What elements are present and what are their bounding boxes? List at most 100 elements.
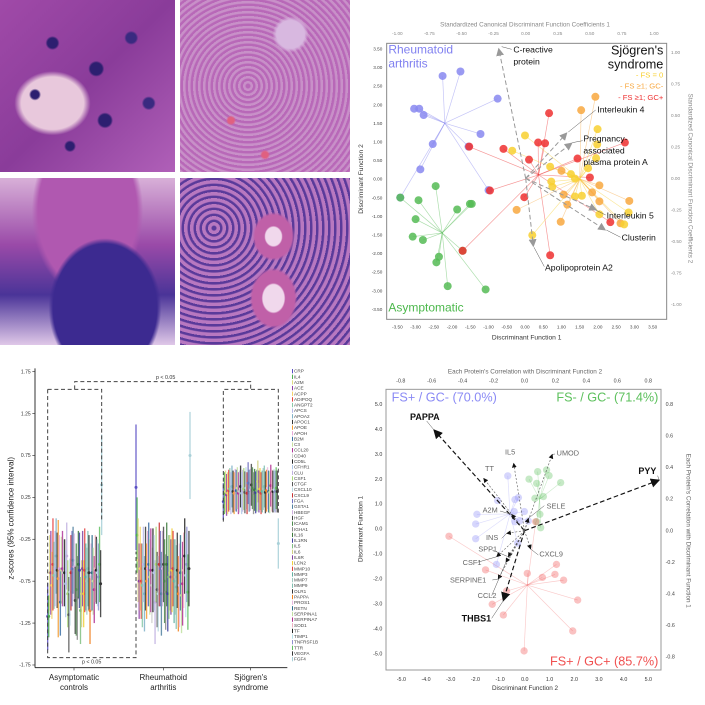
legend-swatch <box>292 487 293 492</box>
centroid-link-ra <box>442 75 446 124</box>
y-tick-label: -5.0 <box>373 651 382 657</box>
data-point-ra <box>428 140 437 149</box>
legend-label: C3 <box>294 442 300 447</box>
legend-swatch <box>292 521 293 526</box>
data-point-red <box>569 627 577 635</box>
right-tick-label: 1.00 <box>671 50 680 55</box>
centroid-link-ra <box>444 122 469 147</box>
group-label-ra: Rheumatoid <box>388 42 453 56</box>
protein-label-CSF1: CSF1 <box>463 558 482 567</box>
x-tick-label: -3.00 <box>410 324 421 329</box>
legend-swatch <box>292 419 293 425</box>
category-label: Sjögren's <box>234 673 267 682</box>
legend-swatch <box>292 374 293 379</box>
data-point-asym <box>453 205 462 214</box>
centroid-link-ra <box>444 122 481 135</box>
legend-swatch <box>292 431 293 436</box>
x-tick-label: -2.00 <box>447 324 458 329</box>
legend-label: CSF1 <box>294 476 306 481</box>
legend-label: IL5 <box>294 544 301 549</box>
legend-swatch <box>292 583 293 588</box>
right-axis-title: Standardized Canonical Discriminant Func… <box>686 93 693 263</box>
data-point-asym <box>418 236 427 245</box>
group-label-ra: arthritis <box>388 56 427 70</box>
x-tick-label: 2.0 <box>571 677 578 683</box>
group-label-blue: FS+ / GC- (70.0%) <box>392 391 497 405</box>
data-point-fs0 <box>570 192 579 201</box>
data-point-red <box>574 596 582 604</box>
y-tick-label: 0.50 <box>373 158 382 163</box>
centroid-link-gcpos <box>469 146 539 176</box>
legend-label: IGHA1 <box>294 527 308 532</box>
data-point-green <box>533 479 541 488</box>
data-point-gcpos <box>606 218 615 227</box>
x-tick-label: -3.50 <box>392 324 403 329</box>
y-tick-label: 2.0 <box>375 477 382 483</box>
top-tick-label: -0.4 <box>458 378 467 384</box>
right-tick-label: 0.2 <box>666 497 673 503</box>
y-tick-label: 5.0 <box>375 402 382 408</box>
legend-label: CFHR1 <box>294 465 310 470</box>
centroid-link-fs0 <box>532 178 580 236</box>
top-tick-label: 0.25 <box>553 31 562 36</box>
data-point-ra <box>416 165 425 174</box>
centroid-link-gcpos <box>538 143 546 175</box>
y-tick-label: 1.50 <box>373 121 382 126</box>
legend-swatch <box>292 611 293 617</box>
legend-swatch <box>292 408 293 413</box>
y-tick-label: -2.00 <box>372 251 383 256</box>
legend-label: CD40 <box>294 453 306 458</box>
y-tick-label: 2.00 <box>373 102 382 107</box>
mean-point-VEGFA <box>99 582 103 586</box>
loading-arrow <box>525 177 607 231</box>
data-point-blue <box>472 520 480 528</box>
data-point-fs0 <box>508 146 517 155</box>
legend-swatch <box>292 476 293 481</box>
y-tick-label: -1.25 <box>19 621 31 627</box>
centroid-link-blue <box>475 513 511 525</box>
legend-label: CLU <box>294 470 303 475</box>
loading-arrow <box>496 47 527 179</box>
mean-point-FGF4 <box>188 453 192 457</box>
centroid-link-green <box>539 482 561 500</box>
x-axis-title: Discriminant Function 1 <box>492 334 562 341</box>
legend-label: TIMP1 <box>294 634 308 639</box>
data-point-fs0 <box>577 191 586 200</box>
legend-label: TTR <box>294 645 304 650</box>
data-point-gcpos <box>499 144 508 153</box>
x-tick-label: 3.00 <box>630 324 639 329</box>
data-point-ra <box>456 67 465 76</box>
legend-swatch <box>292 510 293 515</box>
centroid-link-asym <box>441 203 472 234</box>
data-point-gcpos <box>525 155 534 164</box>
label-leader-line <box>595 209 606 216</box>
top-axis-title: Each Protein's Correlation with Discrimi… <box>448 368 603 375</box>
data-point-asym <box>443 282 452 291</box>
mean-point-FGF4 <box>276 541 280 545</box>
y-tick-label: -3.00 <box>372 288 383 293</box>
label-leader-line <box>491 600 504 619</box>
legend-label: ANGPT2 <box>294 403 313 408</box>
data-point-asym <box>414 196 423 205</box>
protein-label-CXCL9: CXCL9 <box>539 550 563 559</box>
legend-label: CXCL9 <box>294 493 309 498</box>
mean-point-CLU <box>65 554 69 558</box>
legend-swatch <box>292 549 293 555</box>
legend-swatch <box>292 606 293 611</box>
legend-swatch <box>292 436 293 442</box>
mean-point-OLR1 <box>87 571 91 575</box>
legend-label: SERPINA7 <box>294 617 317 622</box>
legend-swatch <box>292 589 293 594</box>
legend-swatch <box>292 442 293 447</box>
data-point-green <box>536 524 545 532</box>
data-point-gcpos <box>465 142 474 151</box>
y-tick-label: 4.0 <box>375 427 382 433</box>
protein-label-PYY: PYY <box>638 466 656 476</box>
legend-swatch <box>292 628 293 634</box>
data-point-ra <box>493 94 502 103</box>
y-tick-label: 1.25 <box>21 411 31 417</box>
loading-label: Interleukin 4 <box>597 105 644 115</box>
data-point-gcpos <box>485 186 494 195</box>
y-tick-label: 0.00 <box>373 177 382 182</box>
legend-swatch <box>292 656 293 662</box>
